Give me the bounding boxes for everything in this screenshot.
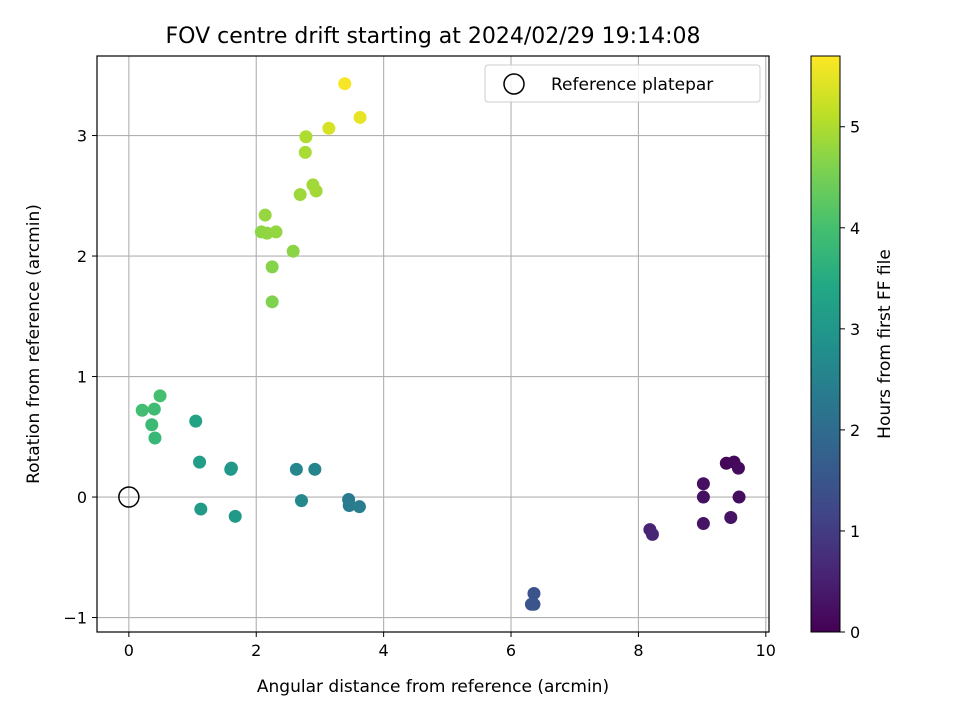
data-point: [265, 260, 279, 274]
x-tick-label: 0: [124, 641, 134, 660]
data-point: [148, 431, 162, 445]
data-point: [298, 145, 312, 159]
data-points: [135, 77, 746, 611]
colorbar-tick-label: 3: [850, 320, 860, 339]
data-point: [224, 461, 238, 475]
data-point: [135, 403, 149, 417]
x-axis-ticks: 0 2 4 6 8 10: [124, 632, 776, 660]
data-point: [309, 184, 323, 198]
data-point: [696, 477, 710, 491]
y-tick-label: 2: [77, 247, 87, 266]
colorbar-gradient: [810, 55, 841, 633]
data-point: [645, 527, 659, 541]
colorbar-tick-label: 2: [850, 421, 860, 440]
colorbar-ticks: 0 1 2 3 4 5: [840, 118, 860, 642]
colorbar-tick-label: 4: [850, 219, 860, 238]
data-point: [724, 511, 738, 525]
x-tick-label: 6: [506, 641, 516, 660]
data-point: [696, 490, 710, 504]
data-point: [299, 130, 313, 144]
data-point: [696, 517, 710, 531]
data-point: [342, 498, 356, 512]
y-tick-label: −1: [63, 609, 87, 628]
data-point: [732, 490, 746, 504]
data-point: [524, 597, 538, 611]
chart-title: FOV centre drift starting at 2024/02/29 …: [166, 24, 701, 49]
colorbar: 0 1 2 3 4 5 Hours from first FF file: [810, 55, 895, 642]
data-point: [265, 295, 279, 309]
y-tick-label: 3: [77, 127, 87, 146]
data-point: [194, 502, 208, 516]
colorbar-tick-label: 5: [850, 118, 860, 137]
legend-label-reference: Reference platepar: [551, 75, 713, 95]
y-axis-label: Rotation from reference (arcmin): [24, 204, 44, 484]
x-tick-label: 4: [379, 641, 389, 660]
data-point: [289, 462, 303, 476]
x-tick-label: 10: [756, 641, 776, 660]
legend: Reference platepar: [484, 64, 761, 103]
x-tick-label: 8: [633, 641, 643, 660]
reference-platepar-marker: [118, 486, 140, 508]
data-point: [293, 188, 307, 202]
reference-layer: [118, 486, 140, 508]
data-point: [147, 402, 161, 416]
colorbar-label: Hours from first FF file: [875, 249, 895, 439]
grid: [97, 56, 769, 632]
y-tick-label: 1: [77, 368, 87, 387]
legend-box: [484, 64, 761, 103]
data-point: [352, 500, 366, 514]
x-tick-label: 2: [251, 641, 261, 660]
plot-frame: [96, 55, 770, 633]
colorbar-tick-label: 0: [850, 623, 860, 642]
data-point: [193, 455, 207, 469]
y-axis-ticks: −1 0 1 2 3: [63, 127, 97, 628]
data-point: [527, 586, 541, 600]
data-point: [258, 208, 272, 222]
x-axis-label: Angular distance from reference (arcmin): [257, 677, 609, 697]
data-point: [731, 461, 745, 475]
data-point: [189, 414, 203, 428]
data-point: [153, 389, 167, 403]
colorbar-tick-label: 1: [850, 522, 860, 541]
data-point: [228, 509, 242, 523]
data-point: [286, 244, 300, 258]
data-point: [353, 110, 367, 124]
data-point: [308, 462, 322, 476]
data-point: [145, 418, 159, 432]
data-point: [338, 77, 352, 91]
data-point: [322, 121, 336, 135]
y-tick-label: 0: [77, 488, 87, 507]
legend-reference-marker: [503, 73, 525, 95]
data-point: [294, 494, 308, 508]
data-point: [269, 225, 283, 239]
